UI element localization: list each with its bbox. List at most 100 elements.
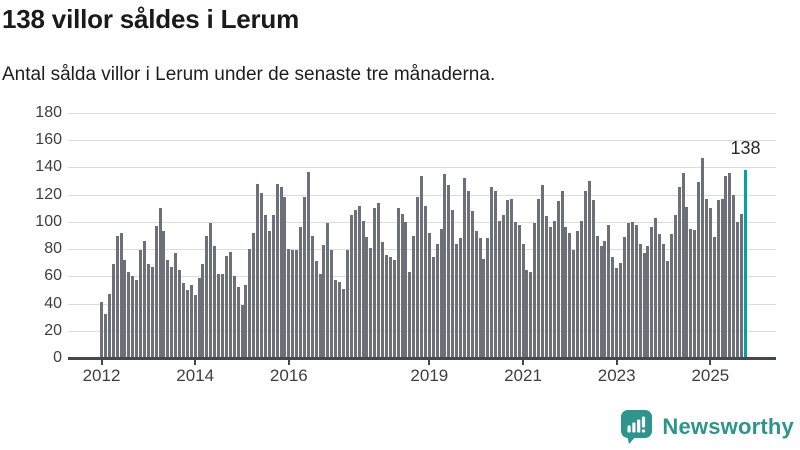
bar-2023-12: [658, 234, 662, 358]
bar-2023-07: [638, 243, 642, 358]
bar-2025-04: [720, 198, 724, 358]
bar-2015-11: [279, 186, 283, 358]
bar-2014-09: [224, 255, 228, 358]
bar-2016-04: [299, 227, 303, 358]
bar-2025-06: [728, 172, 732, 358]
bar-2016-02: [291, 250, 295, 358]
bar-2024-12: [704, 198, 708, 358]
newsworthy-bubble-icon: [620, 409, 654, 445]
bar-2014-12: [236, 287, 240, 358]
bar-2014-11: [232, 276, 236, 358]
bar-2018-08: [408, 272, 412, 358]
x-tick-2014: [194, 360, 197, 365]
bar-2014-01: [193, 295, 197, 358]
bar-2019-01: [427, 232, 431, 358]
bar-2017-05: [349, 215, 353, 358]
bar-2013-04: [158, 208, 162, 358]
x-tick-2019: [428, 360, 431, 365]
bar-2014-08: [220, 273, 224, 358]
bar-2025-10: [744, 170, 747, 358]
bar-2021-06: [541, 185, 545, 358]
bar-2022-03: [576, 231, 580, 358]
bar-2024-01: [662, 243, 666, 358]
bar-2016-01: [287, 249, 291, 358]
bar-2021-05: [537, 198, 541, 358]
bar-2013-05: [162, 231, 166, 358]
bar-2022-01: [568, 232, 572, 358]
bar-2013-06: [166, 260, 170, 358]
bar-2013-08: [174, 253, 178, 358]
bar-2022-04: [580, 220, 584, 358]
bar-2020-11: [513, 221, 517, 358]
bar-2016-03: [295, 250, 299, 358]
bar-2020-09: [505, 200, 509, 358]
y-tick-label-60: 60: [44, 267, 62, 285]
bar-2023-01: [615, 268, 619, 358]
bar-2025-01: [708, 208, 712, 358]
x-tick-2025: [709, 360, 712, 365]
bar-2019-05: [443, 174, 447, 358]
bar-2012-12: [142, 240, 146, 358]
bar-2012-06: [119, 232, 123, 358]
y-tick-label-0: 0: [53, 349, 62, 366]
bar-2023-03: [623, 236, 626, 358]
bar-2022-08: [595, 235, 599, 358]
bar-2019-11: [466, 190, 470, 358]
bar-2016-12: [330, 250, 334, 358]
bar-2013-11: [185, 289, 189, 358]
bar-2016-09: [318, 273, 322, 358]
bar-2017-01: [334, 280, 338, 358]
bar-2012-08: [127, 272, 131, 358]
bar-2014-06: [213, 246, 217, 358]
bar-2012-11: [139, 250, 143, 358]
bar-2012-07: [123, 260, 127, 358]
bar-2025-09: [740, 213, 744, 358]
bar-2024-05: [677, 186, 681, 358]
highlight-value-label: 138: [730, 138, 761, 158]
bar-2021-01: [521, 243, 525, 358]
bar-2019-07: [451, 209, 455, 358]
newsworthy-logo: Newsworthy: [620, 408, 794, 446]
bar-2023-05: [630, 221, 634, 358]
bar-2023-10: [650, 227, 654, 358]
bar-2024-03: [669, 234, 673, 358]
bar-2021-09: [552, 220, 556, 358]
bar-2012-01: [100, 302, 103, 358]
bar-2017-06: [353, 209, 357, 358]
x-tick-2023: [615, 360, 618, 365]
bar-2016-07: [310, 235, 314, 358]
bar-2014-02: [197, 277, 201, 358]
bar-2024-06: [681, 172, 685, 358]
bar-2021-04: [533, 223, 537, 358]
x-tick-label-2014: 2014: [176, 366, 215, 385]
bar-2021-02: [525, 269, 529, 358]
bar-2015-03: [248, 249, 252, 358]
bar-2015-05: [256, 183, 260, 358]
x-tick-label-2019: 2019: [410, 366, 449, 385]
bar-2017-09: [365, 236, 369, 358]
brand-name: Newsworthy: [662, 414, 794, 439]
bar-2017-11: [373, 208, 377, 358]
bar-2015-12: [283, 197, 287, 358]
bar-2019-03: [435, 243, 439, 358]
bar-2021-10: [556, 201, 560, 358]
bar-2016-11: [326, 223, 330, 358]
bar-2020-03: [482, 258, 486, 358]
bar-2025-05: [724, 175, 728, 358]
x-tick-2012: [100, 360, 103, 365]
bar-2020-04: [486, 238, 490, 358]
bar-2018-05: [396, 208, 400, 358]
y-tick-label-140: 140: [35, 158, 62, 176]
bar-2022-02: [572, 250, 576, 358]
bar-2024-02: [665, 261, 669, 358]
bar-2023-04: [626, 223, 630, 358]
bar-2024-10: [697, 182, 701, 358]
bar-2022-10: [603, 240, 607, 358]
bar-2018-09: [412, 235, 416, 358]
bar-2018-12: [423, 205, 427, 358]
bar-2013-07: [170, 266, 174, 358]
chart-subtitle: Antal sålda villor i Lerum under de sena…: [2, 64, 496, 85]
bar-2015-06: [260, 193, 264, 358]
bar-2023-06: [634, 224, 638, 358]
y-tick-label-40: 40: [44, 294, 62, 312]
